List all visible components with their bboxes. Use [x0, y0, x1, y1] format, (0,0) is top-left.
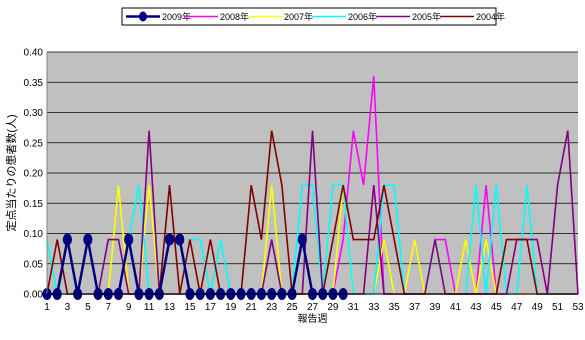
- y-tick-label: 0.05: [24, 259, 44, 270]
- data-point: [124, 233, 134, 246]
- series-line: [46, 184, 578, 295]
- data-point: [175, 233, 185, 246]
- legend-entry-label: 2008年: [220, 11, 249, 22]
- x-tick-label: 21: [246, 302, 258, 313]
- x-tick-label: 37: [409, 302, 421, 313]
- x-tick-label: 47: [511, 302, 523, 313]
- legend-entry-label: 2005年: [412, 11, 441, 22]
- y-tick-label: 0.40: [24, 48, 44, 59]
- x-tick-label: 35: [389, 302, 401, 313]
- y-tick-label: 0.20: [24, 169, 44, 180]
- x-tick-label: 7: [105, 302, 111, 313]
- legend: 2009年 2008年 2007年 2006年 2005年 2004年: [121, 7, 505, 26]
- y-tick-label: 0.35: [24, 78, 44, 89]
- x-axis-label: 報告週: [298, 312, 328, 325]
- legend-entry-label: 2006年: [348, 11, 377, 22]
- legend-entry-label: 2004年: [476, 11, 505, 22]
- legend-entry-label: 2007年: [284, 11, 313, 22]
- axes: 0.000.050.100.150.200.250.300.350.401 3 5 7…: [24, 48, 584, 314]
- x-tick-label: 5: [85, 302, 91, 313]
- series: [46, 184, 578, 295]
- x-tick-label: 17: [205, 302, 217, 313]
- x-tick-label: 1: [44, 302, 50, 313]
- x-tick-label: 25: [287, 302, 299, 313]
- x-tick-label: 49: [532, 302, 544, 313]
- x-tick-label: 53: [572, 302, 584, 313]
- x-tick-label: 23: [266, 302, 278, 313]
- x-tick-label: 31: [348, 302, 360, 313]
- y-tick-label: 0.30: [24, 108, 44, 119]
- y-axis-label: 定点当たりの患者数(人): [4, 114, 18, 231]
- x-tick-label: 29: [327, 302, 339, 313]
- x-tick-label: 3: [65, 302, 71, 313]
- x-tick-label: 41: [450, 302, 462, 313]
- x-tick-label: 11: [144, 302, 155, 313]
- y-tick-label: 0.00: [24, 290, 44, 301]
- x-tick-label: 43: [470, 302, 482, 313]
- legend-box: [121, 7, 497, 26]
- x-tick-label: 19: [225, 302, 237, 313]
- x-tick-label: 9: [126, 302, 132, 313]
- x-tick-label: 51: [552, 302, 564, 313]
- y-tick-label: 0.15: [24, 199, 44, 210]
- data-point: [164, 233, 175, 246]
- x-tick-label: 39: [429, 302, 441, 313]
- x-tick-label: 45: [491, 302, 503, 313]
- x-tick-label: 27: [307, 302, 319, 313]
- legend-marker: [139, 11, 147, 22]
- x-tick-label: 15: [184, 302, 196, 313]
- x-tick-label: 13: [164, 302, 176, 313]
- y-tick-label: 0.10: [24, 229, 44, 240]
- x-tick-label: 33: [368, 302, 380, 313]
- legend-entry-label: 2009年: [162, 11, 191, 22]
- data-point: [297, 233, 307, 246]
- data-point: [62, 233, 73, 246]
- data-point: [83, 233, 93, 246]
- y-tick-label: 0.25: [24, 138, 44, 149]
